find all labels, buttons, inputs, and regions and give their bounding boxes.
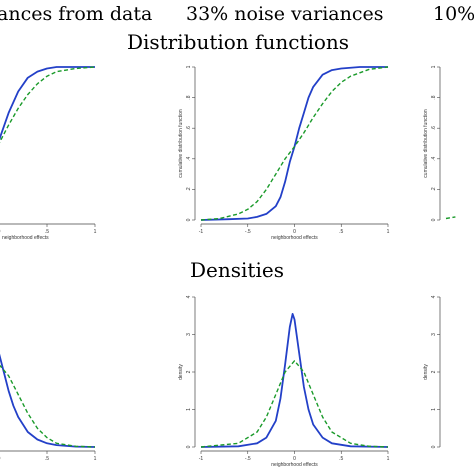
x-tick-label: -1 <box>199 456 204 462</box>
cdf-right-panel: 0 .2 .4 .6 .8 1 cumulative distribution functi… <box>423 65 456 221</box>
y-tick-label: 1 <box>186 65 192 68</box>
x-axis-label: neighborhood effects <box>2 235 49 241</box>
y-tick-label: 1 <box>431 65 437 68</box>
x-tick-label: -.5 <box>245 229 251 235</box>
x-tick-label: 1 <box>94 229 97 235</box>
y-tick-label: 2 <box>431 370 437 373</box>
y-axis-label: density <box>423 364 429 380</box>
y-tick-label: 1 <box>431 408 437 411</box>
x-tick-label: 1 <box>387 456 390 462</box>
section-title-densities: Densities <box>190 258 284 282</box>
x-tick-label: .5 <box>339 456 343 462</box>
y-tick-label: .2 <box>431 187 437 191</box>
dashed-series-line <box>200 66 389 221</box>
y-tick-label: 4 <box>186 295 192 298</box>
y-tick-label: .8 <box>431 95 437 99</box>
column-header-right: 10% <box>433 3 474 25</box>
y-tick-label: .6 <box>186 126 192 130</box>
y-tick-label: .2 <box>186 187 192 191</box>
y-tick-label: 4 <box>431 295 437 298</box>
cdf-middle-panel: -1 -.5 0 .5 1 0 .2 .4 .6 .8 1 neighborhood effects c… <box>178 65 390 241</box>
x-tick-label: 0 <box>293 456 296 462</box>
y-tick-label: .6 <box>431 126 437 130</box>
y-tick-label: 0 <box>186 218 192 221</box>
cdf-left-panel: 0 .5 1 neighborhood effects <box>0 66 97 241</box>
x-tick-label: .5 <box>45 229 49 235</box>
x-axis-label: neighborhood effects <box>271 235 318 241</box>
solid-series-line <box>200 66 388 221</box>
y-tick-label: 3 <box>186 333 192 336</box>
x-tick-label: .5 <box>45 456 49 462</box>
dashed-series-line <box>0 66 96 144</box>
y-tick-label: .4 <box>431 156 437 160</box>
section-title-distribution: Distribution functions <box>127 30 349 54</box>
y-axis-label: density <box>178 364 184 380</box>
dashed-series-line <box>200 360 389 448</box>
column-header-left: ances from data <box>0 3 152 25</box>
y-axis-label: cumulative distribution function <box>423 109 429 178</box>
x-axis-label: neighborhood effects <box>271 462 318 468</box>
column-header-middle: 33% noise variances <box>186 3 383 25</box>
x-tick-label: 0 <box>0 456 1 462</box>
dashed-series-line <box>445 216 456 220</box>
y-tick-label: .4 <box>186 156 192 160</box>
y-axis-label: cumulative distribution function <box>178 109 184 178</box>
y-tick-label: 3 <box>431 333 437 336</box>
x-tick-label: -1 <box>199 229 204 235</box>
x-tick-label: 1 <box>387 229 390 235</box>
y-tick-label: 0 <box>431 445 437 448</box>
density-right-panel: 0 1 2 3 4 density <box>423 295 441 448</box>
x-tick-label: -.5 <box>245 456 251 462</box>
solid-series-line <box>0 353 96 448</box>
y-tick-label: 1 <box>186 408 192 411</box>
density-left-panel: 0.51 <box>0 353 97 462</box>
y-tick-label: .8 <box>186 95 192 99</box>
x-tick-label: 0 <box>0 229 1 235</box>
x-tick-label: 1 <box>94 456 97 462</box>
y-tick-label: 0 <box>186 445 192 448</box>
dashed-series-line <box>0 364 96 448</box>
y-tick-label: 0 <box>431 218 437 221</box>
density-middle-panel: -1 -.5 0 .5 1 0 1 2 3 4 neighborhood effects densit… <box>178 295 390 468</box>
y-tick-label: 2 <box>186 370 192 373</box>
solid-series-line <box>0 66 95 141</box>
solid-series-line <box>200 312 389 448</box>
x-tick-label: 0 <box>293 229 296 235</box>
x-tick-label: .5 <box>339 229 343 235</box>
